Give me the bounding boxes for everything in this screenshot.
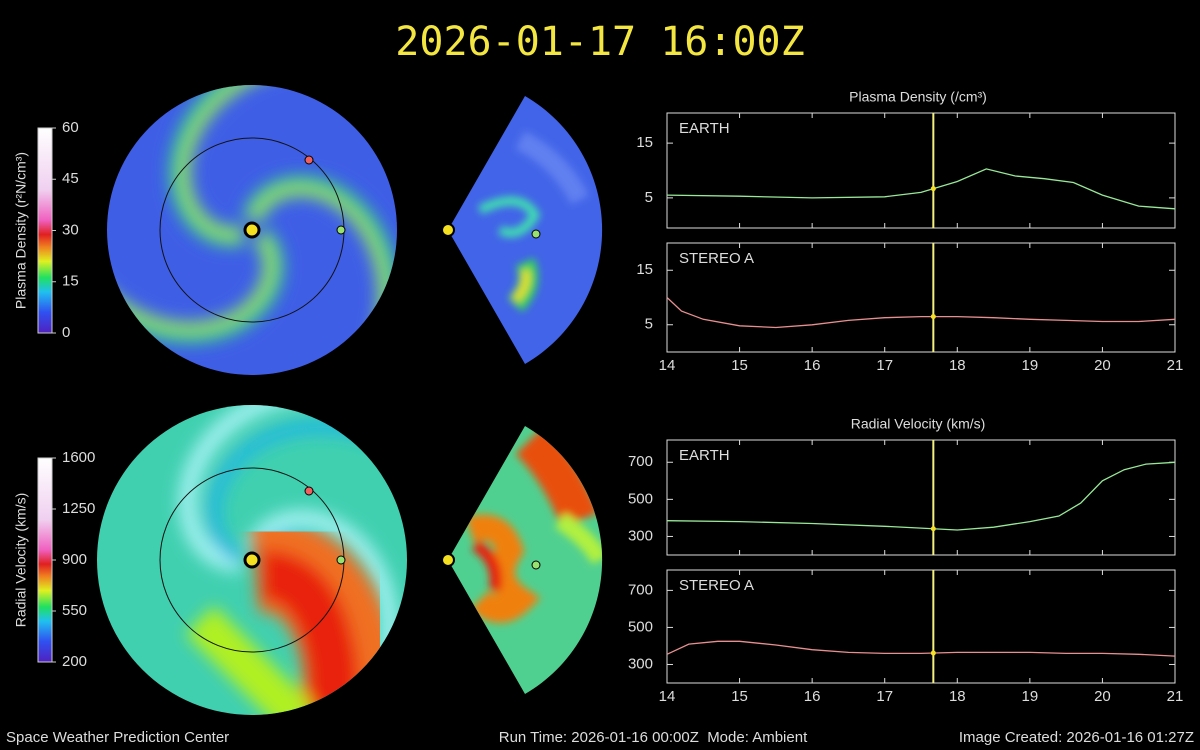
time-marker-dot	[930, 526, 936, 532]
plot-frame	[666, 569, 1176, 684]
time-marker-dot	[930, 186, 936, 192]
y-tick-label: 500	[628, 490, 653, 507]
density-arm	[250, 186, 388, 351]
y-tick-label: 700	[628, 453, 653, 470]
colorbar-label: Radial Velocity (km/s)	[13, 493, 29, 628]
plot-frame	[666, 439, 1176, 556]
colorbar	[37, 127, 53, 334]
colorbar-tick-label: 45	[62, 170, 79, 187]
density-arm	[180, 85, 295, 239]
page-title: 2026-01-17 16:00Z	[395, 19, 804, 65]
panel-title: Radial Velocity (km/s)	[851, 416, 986, 432]
panel-label: STEREO A	[679, 577, 754, 594]
y-tick-label: 5	[645, 316, 653, 333]
colorbar-tick-label: 0	[62, 324, 70, 341]
x-tick-label: 14	[659, 688, 676, 705]
density-wedge	[448, 96, 603, 364]
colorbar-tick-label: 900	[62, 551, 87, 568]
colorbar-tick-label: 60	[62, 119, 79, 136]
x-tick-label: 17	[876, 357, 893, 374]
x-tick-label: 19	[1022, 688, 1039, 705]
x-tick-label: 19	[1022, 357, 1039, 374]
data-line	[666, 297, 1176, 329]
y-tick-label: 300	[628, 655, 653, 672]
footer-left: Space Weather Prediction Center	[6, 729, 229, 746]
colorbar-tick-label: 1250	[62, 500, 95, 517]
colorbar-tick-label: 550	[62, 602, 87, 619]
colorbar-tick-label: 15	[62, 273, 79, 290]
panel-title: Plasma Density (/cm³)	[849, 89, 987, 105]
footer-center: Run Time: 2026-01-16 00:00Z Mode: Ambien…	[499, 729, 808, 746]
density-arm	[107, 234, 274, 332]
x-tick-label: 18	[949, 357, 966, 374]
x-tick-label: 21	[1167, 357, 1184, 374]
x-tick-label: 20	[1094, 357, 1111, 374]
colorbar-tick-label: 1600	[62, 449, 95, 466]
velocity-arm	[178, 405, 318, 572]
x-tick-label: 16	[804, 357, 821, 374]
time-marker-dot	[930, 314, 936, 320]
x-tick-label: 20	[1094, 688, 1111, 705]
footer-right: Image Created: 2026-01-16 01:27Z	[959, 729, 1194, 746]
x-tick-label: 14	[659, 357, 676, 374]
data-line	[666, 461, 1176, 531]
panel-label: STEREO A	[679, 250, 754, 267]
y-tick-label: 15	[636, 134, 653, 151]
density-disc	[107, 85, 397, 375]
x-tick-label: 17	[876, 688, 893, 705]
x-tick-label: 18	[949, 688, 966, 705]
plot-frame	[666, 242, 1176, 353]
y-tick-label: 5	[645, 189, 653, 206]
velocity-wedge	[448, 426, 603, 694]
plot-frame	[666, 112, 1176, 229]
colorbar	[37, 457, 53, 663]
panel-label: EARTH	[679, 447, 730, 464]
y-tick-label: 15	[636, 261, 653, 278]
colorbar-label: Plasma Density (r²N/cm³)	[13, 152, 29, 309]
model-images	[97, 85, 603, 715]
x-tick-label: 21	[1167, 688, 1184, 705]
x-tick-label: 16	[804, 688, 821, 705]
y-tick-label: 300	[628, 527, 653, 544]
data-line	[666, 640, 1176, 657]
time-marker-dot	[930, 650, 936, 656]
x-tick-label: 15	[731, 357, 748, 374]
y-tick-label: 500	[628, 618, 653, 635]
velocity-arm	[207, 420, 393, 564]
colorbar-tick-label: 200	[62, 653, 87, 670]
colorbar-tick-label: 30	[62, 221, 79, 238]
panel-label: EARTH	[679, 120, 730, 137]
bodies	[243, 155, 541, 570]
y-tick-label: 700	[628, 581, 653, 598]
x-tick-label: 15	[731, 688, 748, 705]
data-line	[666, 168, 1176, 210]
